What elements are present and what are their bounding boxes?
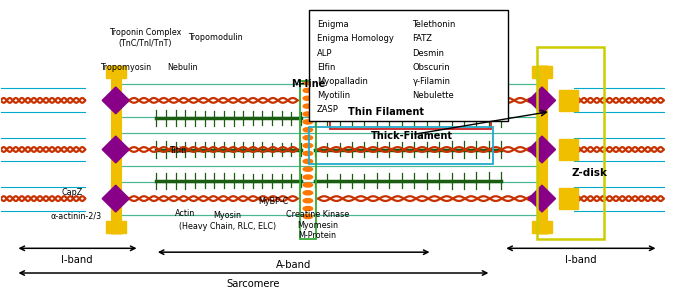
Circle shape (303, 88, 313, 92)
Bar (308, 126, 493, 164)
Text: FATZ: FATZ (412, 34, 433, 43)
Circle shape (303, 159, 313, 163)
Text: Z-disk: Z-disk (572, 168, 607, 178)
Bar (532, 221, 552, 233)
Text: Nebulin: Nebulin (167, 63, 197, 72)
Text: CapZ: CapZ (61, 188, 82, 197)
Circle shape (303, 104, 313, 108)
Text: Thick-Filament: Thick-Filament (371, 131, 453, 141)
Polygon shape (102, 136, 129, 163)
Bar (559, 139, 578, 160)
Circle shape (303, 199, 313, 203)
Text: A-band: A-band (276, 260, 311, 270)
Circle shape (303, 191, 313, 195)
Polygon shape (102, 185, 129, 212)
Bar (559, 188, 578, 209)
Circle shape (303, 128, 313, 132)
Text: Elfin: Elfin (317, 63, 335, 72)
Text: Creatine Kinase
Myomesin
M-Protein: Creatine Kinase Myomesin M-Protein (285, 210, 349, 240)
Text: Thin Filament: Thin Filament (348, 107, 424, 117)
Text: Enigma Homology: Enigma Homology (317, 34, 393, 43)
Circle shape (303, 120, 313, 124)
Text: Troponin Complex
(TnC/TnI/TnT): Troponin Complex (TnC/TnI/TnT) (108, 28, 181, 48)
Bar (537, 47, 603, 239)
Text: Actin: Actin (175, 209, 195, 218)
Text: Desmin: Desmin (412, 48, 444, 57)
Bar (559, 90, 578, 111)
Bar (106, 221, 126, 233)
Text: Myotilin: Myotilin (317, 91, 350, 100)
Text: Telethonin: Telethonin (412, 20, 456, 29)
Text: I-band: I-band (565, 255, 597, 265)
Circle shape (303, 207, 313, 211)
Circle shape (303, 151, 313, 155)
Text: Enigma: Enigma (317, 20, 348, 29)
Text: Nebulette: Nebulette (412, 91, 454, 100)
Text: MyBP-C: MyBP-C (258, 197, 289, 206)
Text: M-line: M-line (291, 79, 325, 89)
Polygon shape (528, 87, 555, 114)
Circle shape (303, 167, 313, 171)
Circle shape (303, 136, 313, 140)
Bar (532, 66, 552, 78)
Text: ALP: ALP (317, 48, 332, 57)
Circle shape (303, 144, 313, 148)
Circle shape (303, 96, 313, 100)
Circle shape (303, 112, 313, 116)
Text: ZASP: ZASP (317, 106, 338, 115)
Bar (106, 66, 126, 78)
Text: Myopalladin: Myopalladin (317, 77, 367, 86)
Text: Obscurin: Obscurin (412, 63, 450, 72)
Text: α-actinin-2/3: α-actinin-2/3 (51, 212, 102, 221)
Bar (330, 100, 492, 129)
Polygon shape (528, 136, 555, 163)
Text: Titin: Titin (170, 147, 186, 155)
Bar (300, 81, 316, 239)
Circle shape (303, 183, 313, 187)
Text: Myosin
(Heavy Chain, RLC, ELC): Myosin (Heavy Chain, RLC, ELC) (179, 211, 276, 231)
Text: Tropomodulin: Tropomodulin (188, 33, 243, 42)
Circle shape (303, 175, 313, 179)
Text: Tropomyosin: Tropomyosin (100, 63, 151, 72)
Text: I-band: I-band (60, 255, 92, 265)
Polygon shape (528, 185, 555, 212)
Bar (308, 10, 508, 121)
Circle shape (303, 80, 313, 85)
Circle shape (303, 214, 313, 219)
Text: γ-Filamin: γ-Filamin (412, 77, 450, 86)
Text: Sarcomere: Sarcomere (226, 279, 280, 289)
Polygon shape (102, 87, 129, 114)
